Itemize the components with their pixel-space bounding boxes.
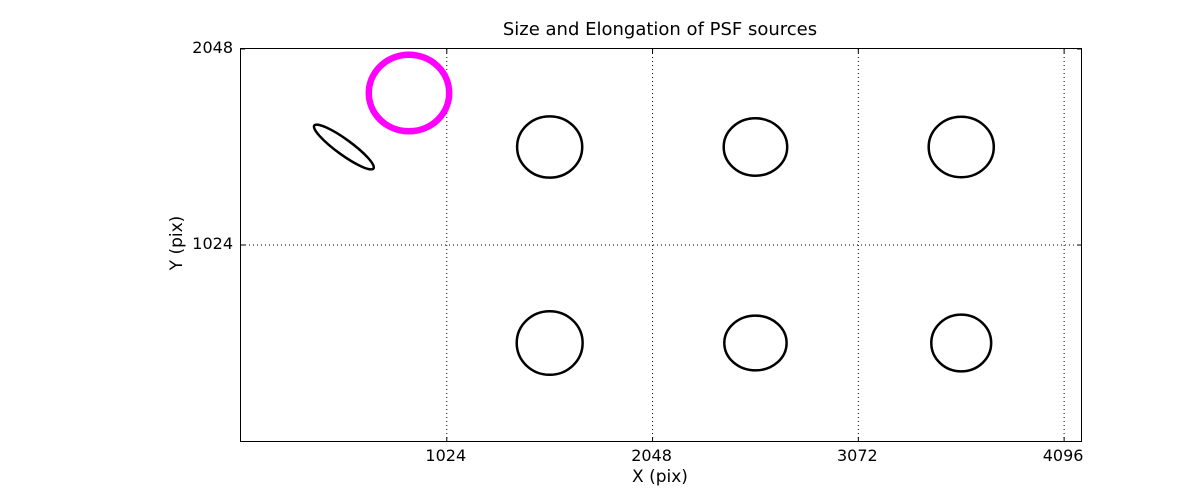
x-tick-label: 4096 <box>1042 446 1084 465</box>
x-tick-label: 3072 <box>836 446 878 465</box>
psf-source-ellipse <box>723 314 788 372</box>
psf-source-ellipse <box>312 123 376 171</box>
x-tick-label: 2048 <box>631 446 672 465</box>
psf-source-ellipse <box>930 313 993 373</box>
y-tick-label: 2048 <box>192 38 233 57</box>
plot-area <box>240 48 1082 442</box>
x-axis-label: X (pix) <box>632 467 688 487</box>
x-tick-label: 1024 <box>425 446 467 465</box>
y-tick-label: 1024 <box>192 234 233 253</box>
psf-source-ellipse <box>365 51 453 135</box>
chart-title: Size and Elongation of PSF sources <box>502 19 818 40</box>
psf-source-ellipse <box>515 309 584 377</box>
psf-source-ellipse <box>515 115 584 179</box>
psf-source-ellipse <box>927 115 996 179</box>
plot-canvas <box>241 48 1081 441</box>
psf-source-ellipse <box>722 117 789 177</box>
